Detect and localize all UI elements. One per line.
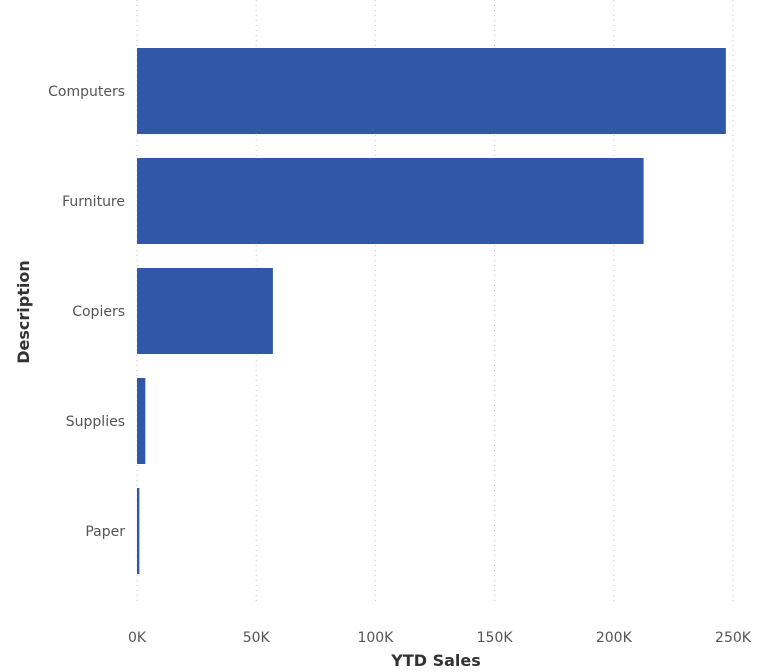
x-tick-label: 100K	[357, 630, 394, 646]
x-axis-title: YTD Sales	[390, 651, 481, 670]
x-tick-label: 50K	[243, 630, 271, 646]
bar[interactable]	[137, 488, 140, 574]
bar[interactable]	[137, 158, 644, 244]
category-label: Computers	[48, 84, 125, 100]
bar[interactable]	[137, 378, 146, 464]
bar[interactable]	[137, 268, 273, 354]
x-tick-label: 150K	[477, 630, 514, 646]
bars	[137, 48, 726, 574]
category-label: Supplies	[66, 414, 125, 430]
x-tick-label: 200K	[596, 630, 633, 646]
y-axis-title: Description	[14, 260, 33, 363]
category-label: Furniture	[62, 194, 125, 210]
x-tick-label: 0K	[128, 630, 147, 646]
x-tick-label: 250K	[715, 630, 752, 646]
x-tick-labels: 0K 50K 100K 150K 200K 250K	[128, 630, 752, 646]
bar[interactable]	[137, 48, 726, 134]
category-label: Paper	[85, 524, 125, 540]
category-labels: Computers Furniture Copiers Supplies Paper	[48, 84, 125, 540]
category-label: Copiers	[72, 304, 125, 320]
